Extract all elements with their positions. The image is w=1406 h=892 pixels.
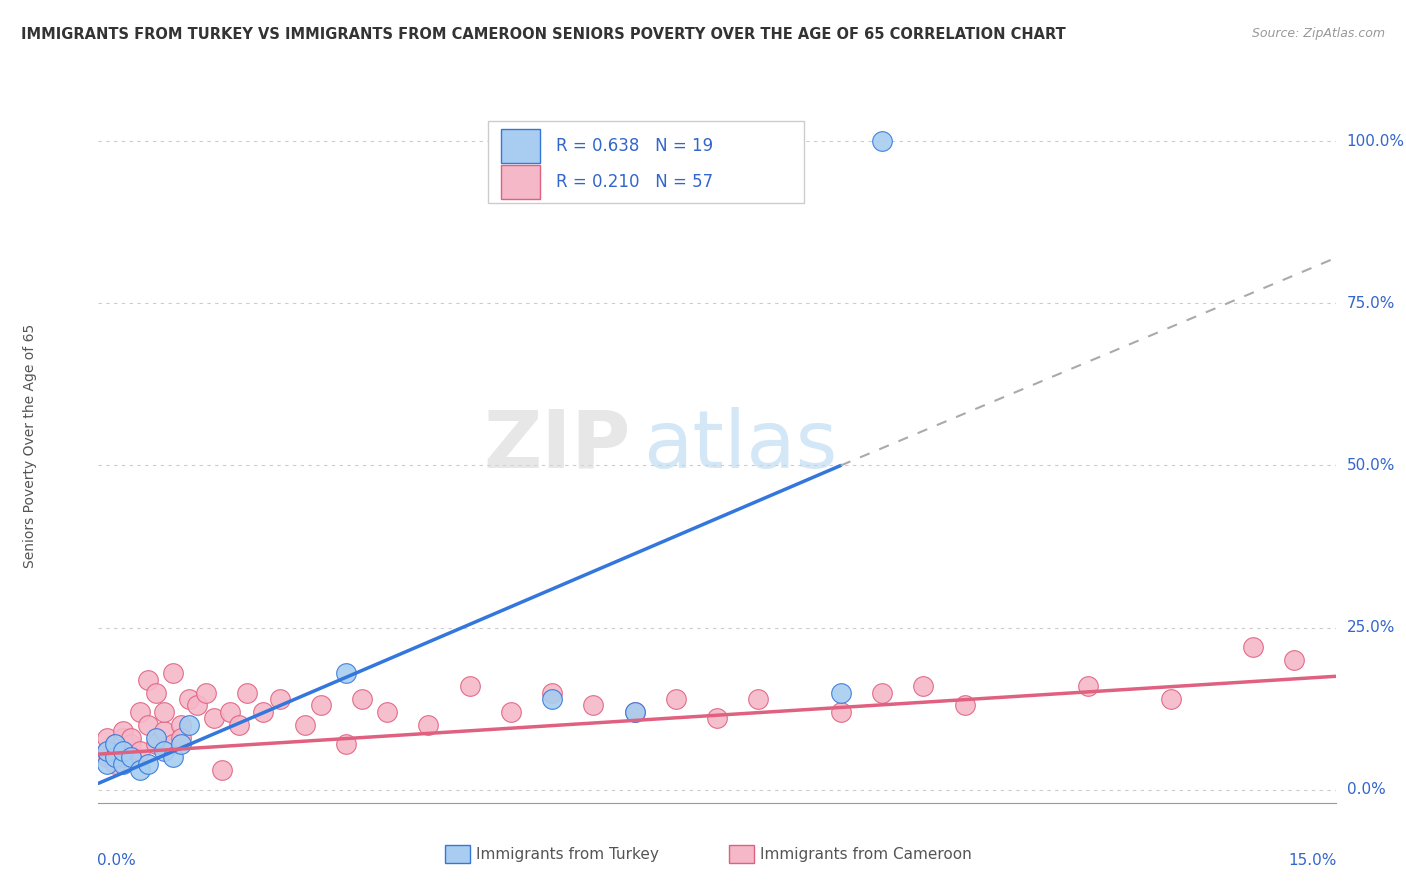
Point (104, 750, 127, 764)
Point (153, 724, 176, 739)
Point (499, 705, 522, 719)
Point (269, 692, 291, 706)
Point (211, 764, 233, 778)
FancyBboxPatch shape (488, 121, 804, 203)
Point (1284, 653, 1306, 667)
Point (104, 756, 127, 771)
Point (112, 724, 135, 739)
Point (104, 738, 127, 752)
Point (830, 705, 852, 719)
Point (706, 711, 728, 725)
Point (582, 698, 605, 713)
Point (294, 718, 316, 732)
FancyBboxPatch shape (501, 129, 540, 163)
Point (112, 744, 135, 758)
Point (870, 134, 893, 148)
Point (128, 744, 150, 758)
Point (104, 738, 127, 752)
Text: 25.0%: 25.0% (1347, 620, 1395, 635)
Text: atlas: atlas (643, 407, 837, 485)
Point (112, 750, 135, 764)
Point (352, 692, 374, 706)
Point (104, 750, 127, 764)
Point (96, 750, 118, 764)
Point (136, 718, 159, 732)
Point (309, 698, 332, 713)
Text: R = 0.210   N = 57: R = 0.210 N = 57 (557, 173, 713, 191)
Point (418, 718, 440, 732)
Point (202, 711, 225, 725)
Point (162, 738, 184, 752)
Point (1241, 640, 1264, 654)
Text: R = 0.638   N = 19: R = 0.638 N = 19 (557, 137, 713, 155)
Point (747, 692, 769, 706)
Point (96, 744, 118, 758)
Point (120, 750, 142, 764)
Text: Immigrants from Turkey: Immigrants from Turkey (475, 847, 658, 862)
Point (136, 756, 159, 771)
Point (96, 756, 118, 771)
Text: IMMIGRANTS FROM TURKEY VS IMMIGRANTS FROM CAMEROON SENIORS POVERTY OVER THE AGE : IMMIGRANTS FROM TURKEY VS IMMIGRANTS FRO… (21, 27, 1066, 42)
Point (186, 698, 208, 713)
Text: 0.0%: 0.0% (1347, 782, 1385, 797)
Text: 0.0%: 0.0% (97, 853, 136, 868)
Point (145, 738, 167, 752)
Point (236, 685, 259, 699)
Point (194, 685, 217, 699)
Point (162, 666, 184, 681)
Text: 75.0%: 75.0% (1347, 296, 1395, 310)
Point (623, 705, 645, 719)
FancyBboxPatch shape (730, 845, 754, 863)
Text: 100.0%: 100.0% (1347, 134, 1405, 149)
Point (252, 705, 274, 719)
Point (128, 764, 150, 778)
Point (96, 731, 118, 745)
Point (912, 679, 935, 693)
Point (335, 666, 357, 681)
Point (179, 692, 201, 706)
Point (112, 756, 135, 771)
Text: 50.0%: 50.0% (1347, 458, 1395, 473)
Point (112, 744, 135, 758)
Text: Immigrants from Cameroon: Immigrants from Cameroon (761, 847, 972, 862)
Point (120, 750, 142, 764)
Point (1077, 679, 1099, 693)
Point (153, 744, 176, 758)
Point (112, 731, 135, 745)
Point (96, 744, 118, 758)
Point (136, 673, 159, 687)
Point (665, 692, 688, 706)
Point (228, 718, 250, 732)
Point (458, 679, 481, 693)
Point (145, 731, 167, 745)
Point (541, 685, 564, 699)
Point (162, 750, 184, 764)
Point (830, 685, 852, 699)
Text: ZIP: ZIP (484, 407, 630, 485)
Point (870, 685, 893, 699)
Point (375, 705, 398, 719)
Point (219, 705, 242, 719)
Point (145, 685, 167, 699)
Point (623, 705, 645, 719)
Text: Seniors Poverty Over the Age of 65: Seniors Poverty Over the Age of 65 (24, 324, 38, 568)
Point (170, 731, 193, 745)
Point (953, 698, 976, 713)
Point (128, 705, 150, 719)
Point (335, 738, 357, 752)
Point (179, 718, 201, 732)
Point (120, 738, 142, 752)
Point (170, 718, 193, 732)
Point (541, 692, 564, 706)
Point (153, 705, 176, 719)
Point (1160, 692, 1182, 706)
FancyBboxPatch shape (501, 165, 540, 199)
FancyBboxPatch shape (444, 845, 470, 863)
Point (170, 738, 193, 752)
Text: Source: ZipAtlas.com: Source: ZipAtlas.com (1251, 27, 1385, 40)
Point (120, 731, 142, 745)
Text: 15.0%: 15.0% (1288, 853, 1337, 868)
